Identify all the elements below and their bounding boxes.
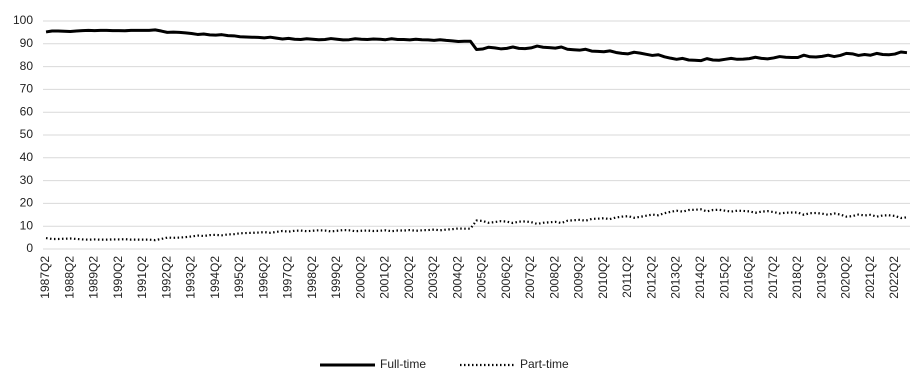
x-tick-label: 2001Q2 (378, 256, 392, 299)
x-tick-label: 2000Q2 (353, 256, 367, 299)
x-tick-label: 2006Q2 (499, 256, 513, 299)
legend-label: Full-time (380, 357, 426, 371)
x-tick-label: 2013Q2 (669, 256, 683, 299)
x-tick-label: 2020Q2 (839, 256, 853, 299)
x-tick-label: 1987Q2 (38, 256, 52, 299)
legend-label: Part-time (520, 357, 569, 371)
x-tick-label: 1989Q2 (87, 256, 101, 299)
x-tick-label: 2015Q2 (717, 256, 731, 299)
y-tick-label: 10 (20, 218, 34, 232)
x-tick-label: 2010Q2 (596, 256, 610, 299)
x-tick-label: 2009Q2 (572, 256, 586, 299)
y-tick-label: 30 (20, 173, 34, 187)
x-tick-label: 1996Q2 (256, 256, 270, 299)
x-tick-label: 2018Q2 (790, 256, 804, 299)
x-tick-label: 1999Q2 (329, 256, 343, 299)
x-tick-label: 2022Q2 (887, 256, 901, 299)
y-tick-label: 80 (20, 59, 34, 73)
x-tick-label: 2011Q2 (620, 256, 634, 298)
x-tick-label: 1991Q2 (135, 256, 149, 299)
x-tick-label: 2004Q2 (450, 256, 464, 299)
x-tick-label: 1994Q2 (208, 256, 222, 299)
x-tick-label: 2005Q2 (475, 256, 489, 299)
y-tick-label: 100 (13, 13, 33, 27)
x-tick-label: 2021Q2 (863, 256, 877, 299)
y-tick-label: 0 (26, 241, 33, 255)
series-line (45, 28, 908, 63)
series-line (45, 208, 908, 242)
y-tick-label: 50 (20, 127, 34, 141)
y-tick-label: 60 (20, 104, 34, 118)
y-tick-label: 90 (20, 36, 34, 50)
x-tick-label: 1988Q2 (62, 256, 76, 299)
y-tick-label: 40 (20, 150, 34, 164)
x-tick-label: 1992Q2 (159, 256, 173, 299)
x-tick-label: 2002Q2 (402, 256, 416, 299)
x-tick-label: 1990Q2 (111, 256, 125, 299)
x-tick-label: 1995Q2 (232, 256, 246, 299)
y-tick-label: 20 (20, 196, 34, 210)
x-tick-label: 2008Q2 (547, 256, 561, 299)
x-tick-label: 2014Q2 (693, 256, 707, 299)
x-tick-label: 2017Q2 (766, 256, 780, 299)
x-tick-label: 1998Q2 (305, 256, 319, 299)
y-tick-label: 70 (20, 82, 34, 96)
x-tick-label: 2012Q2 (644, 256, 658, 299)
x-tick-label: 2003Q2 (426, 256, 440, 299)
x-tick-label: 2016Q2 (742, 256, 756, 299)
x-tick-label: 2007Q2 (523, 256, 537, 299)
x-tick-label: 2019Q2 (814, 256, 828, 299)
x-tick-label: 1997Q2 (281, 256, 295, 299)
x-tick-label: 1993Q2 (184, 256, 198, 299)
